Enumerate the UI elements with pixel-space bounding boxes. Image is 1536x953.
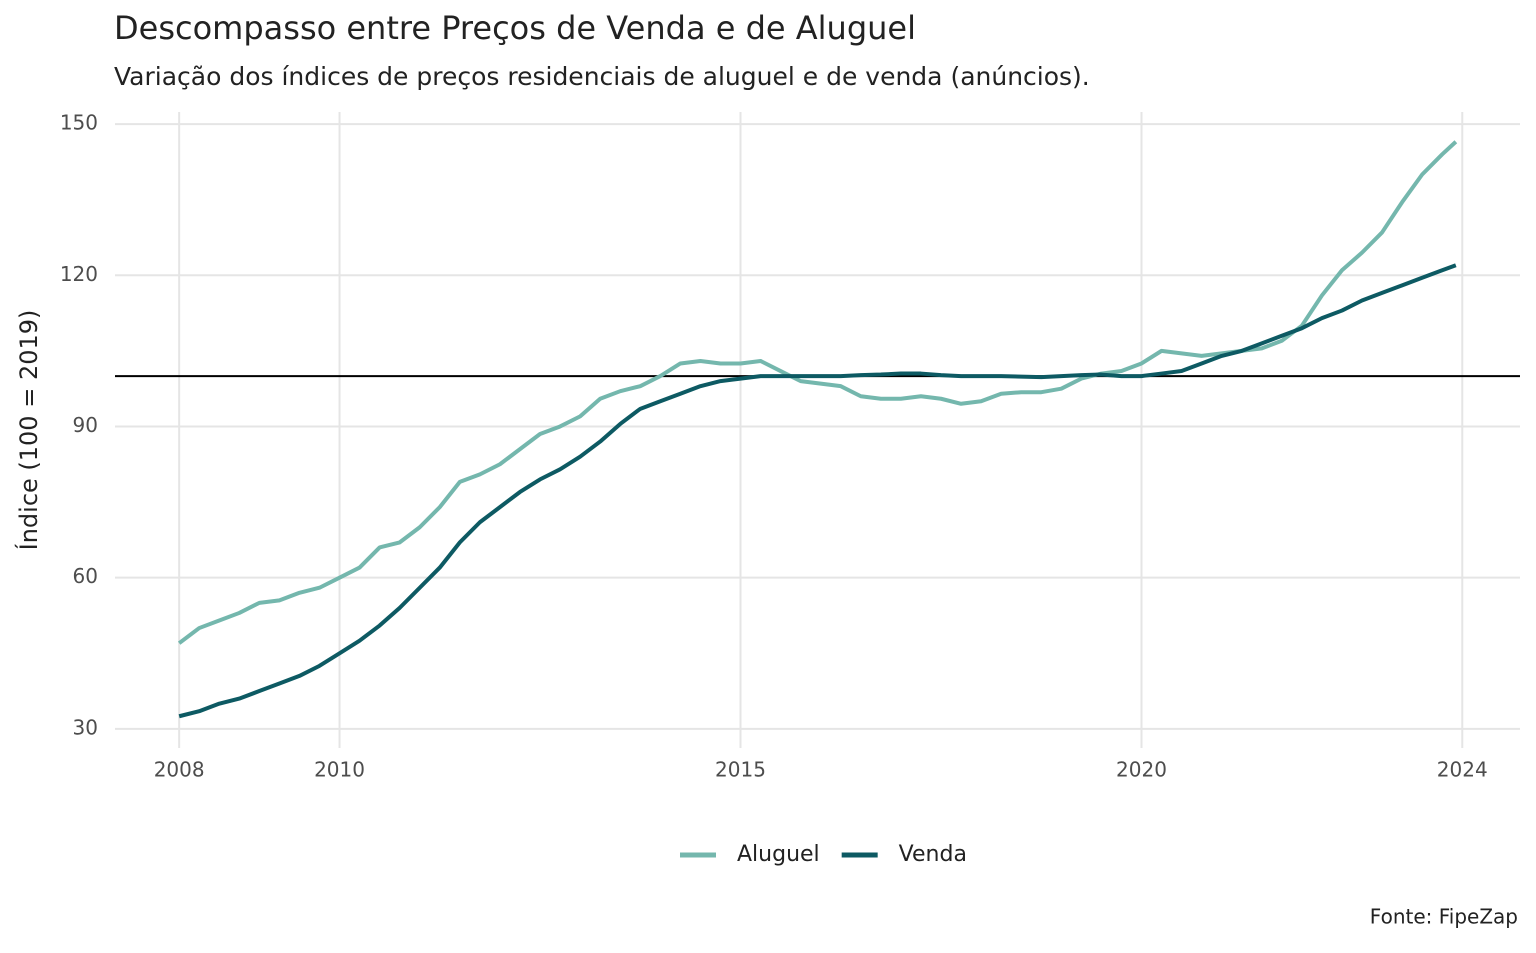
x-tick-label: 2010 [314, 758, 365, 782]
y-tick-label: 60 [73, 564, 98, 588]
y-tick-label: 90 [73, 413, 98, 437]
x-tick-label: 2008 [154, 758, 205, 782]
x-tick-label: 2024 [1437, 758, 1488, 782]
y-tick-label: 120 [60, 262, 98, 286]
y-axis-label: Índice (100 = 2019) [14, 310, 43, 551]
data-line [178, 263, 1457, 719]
x-tick-label: 2015 [715, 758, 766, 782]
y-tick-label: 150 [60, 111, 98, 135]
chart-title: Descompasso entre Preços de Venda e de A… [114, 9, 916, 47]
data-line [177, 140, 1458, 645]
legend-label: Aluguel [737, 842, 820, 867]
legend-label: Venda [899, 842, 967, 867]
chart-subtitle: Variação dos índices de preços residenci… [114, 62, 1090, 91]
caption: Fonte: FipeZap [1370, 905, 1518, 929]
y-tick-label: 30 [73, 715, 98, 739]
x-tick-label: 2020 [1116, 758, 1167, 782]
